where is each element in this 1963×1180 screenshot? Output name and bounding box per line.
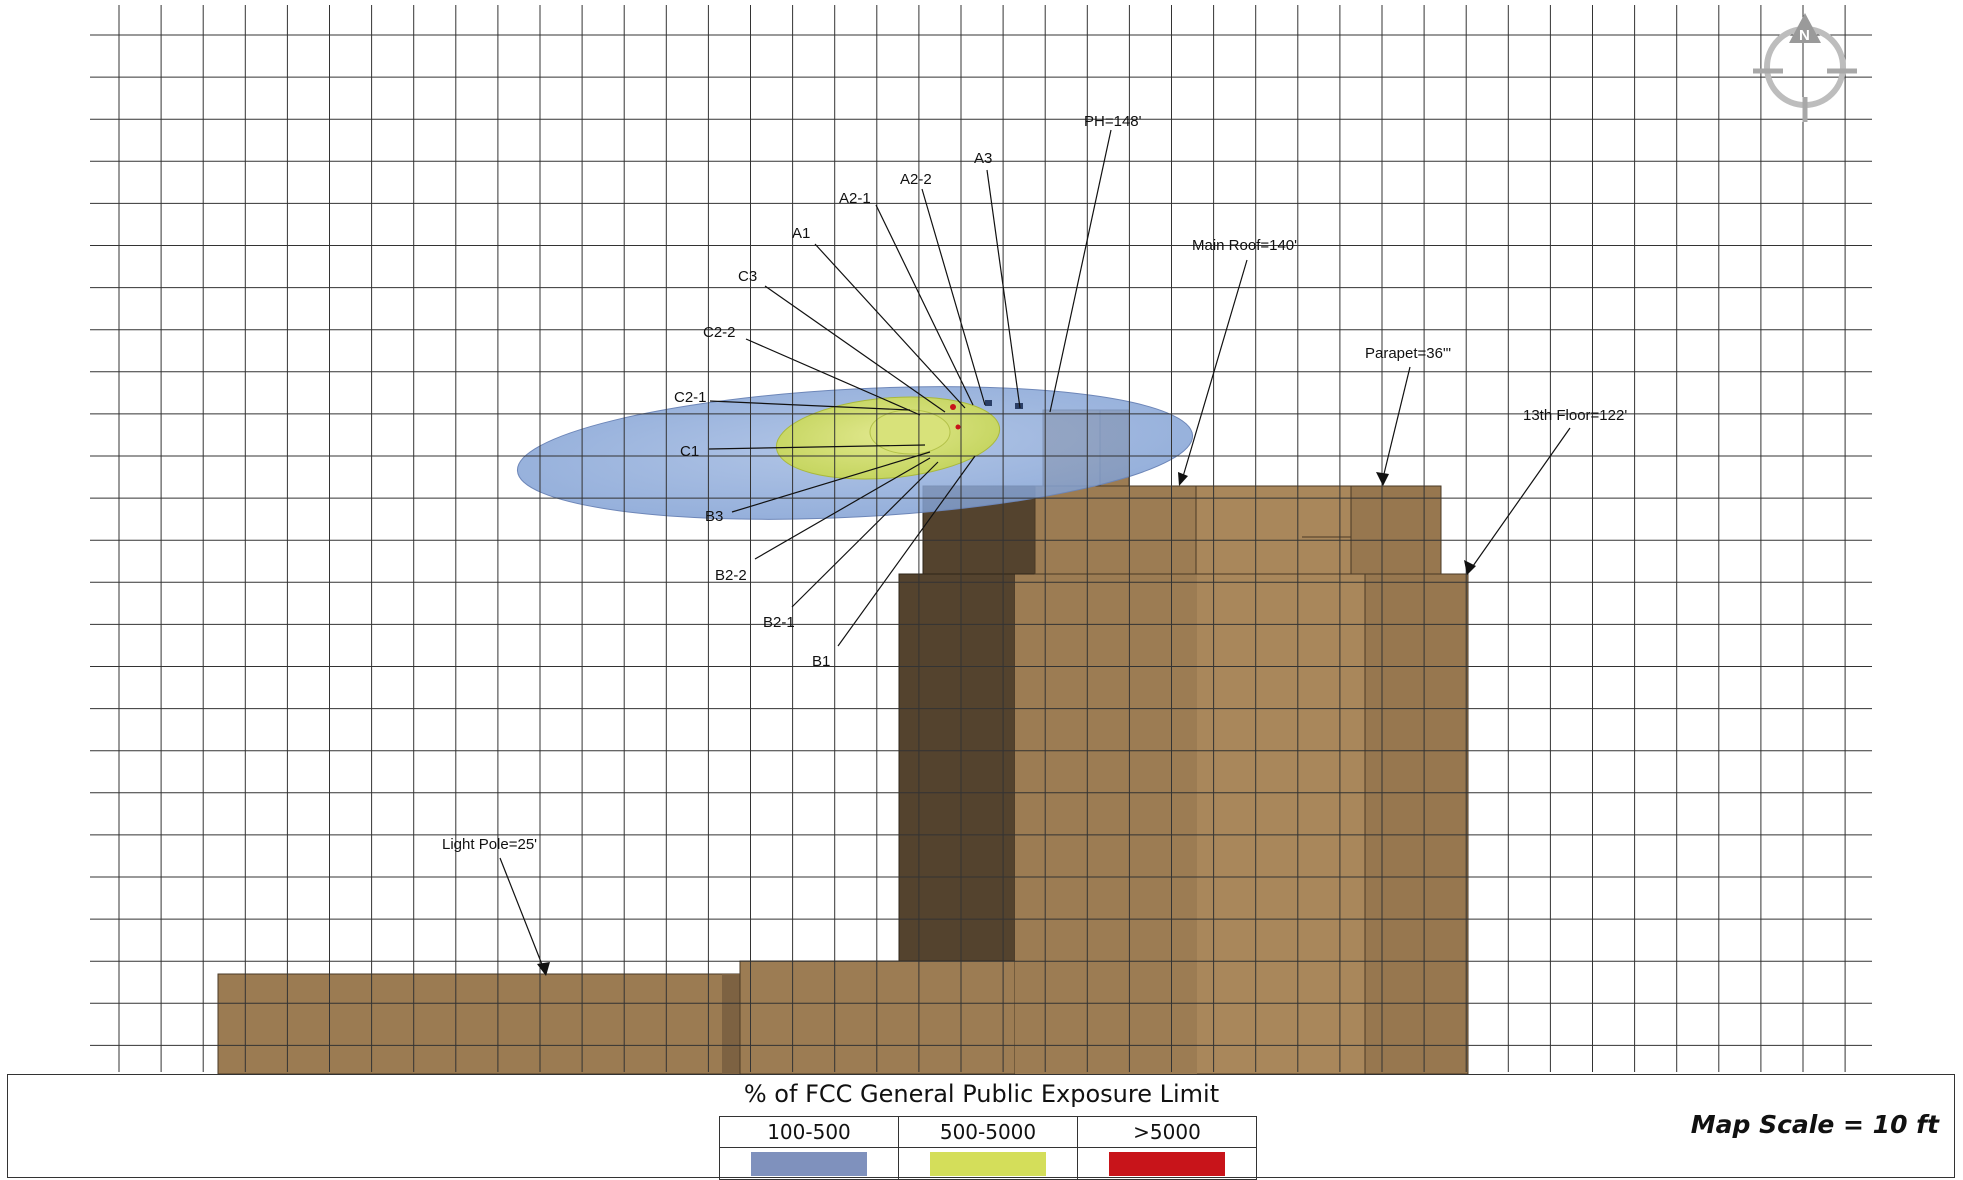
main-roof-block: [1034, 485, 1197, 575]
callout-labels: PH=148' A3 A2-2 A2-1 A1 C3 C2-2 C2-1 C1 …: [442, 113, 1627, 853]
legend-swatch-red: [1109, 1152, 1225, 1177]
main-roof-light-block: [1195, 485, 1352, 575]
low-building-left: [217, 973, 741, 1074]
tower-shadow-face: [898, 573, 1016, 962]
legend-range-label: 100-500: [719, 1116, 899, 1148]
compass-letter: N: [1799, 27, 1810, 44]
label-b2-1: B2-1: [763, 614, 795, 631]
label-c2-2: C2-2: [703, 324, 736, 341]
legend-range-label: 500-5000: [898, 1116, 1078, 1148]
plume-over-5000-point: [950, 404, 956, 410]
label-light-pole: Light Pole=25': [442, 836, 537, 853]
leader-arrowheads: [537, 472, 1476, 976]
label-a2-2: A2-2: [900, 171, 932, 188]
label-main-roof: Main Roof=140': [1192, 237, 1297, 254]
legend-range-label: >5000: [1077, 1116, 1257, 1148]
rf-exposure-elevation-diagram: PH=148' A3 A2-2 A2-1 A1 C3 C2-2 C2-1 C1 …: [90, 5, 1872, 1074]
label-c1: C1: [680, 443, 699, 460]
parapet-block: [1350, 485, 1442, 575]
label-a1: A1: [792, 225, 810, 242]
legend-swatch-yellow: [930, 1152, 1046, 1177]
legend-title: % of FCC General Public Exposure Limit: [743, 1080, 1220, 1108]
label-b2-2: B2-2: [715, 567, 747, 584]
legend-swatch-blue: [751, 1152, 867, 1177]
label-13th-floor: 13th Floor=122': [1523, 407, 1627, 424]
label-b3: B3: [705, 508, 723, 525]
label-b1: B1: [812, 653, 830, 670]
label-c3: C3: [738, 268, 757, 285]
antenna-a3: [1015, 403, 1023, 409]
plume-500-5000-core: [869, 409, 951, 455]
tower-front-face-left-band: [1015, 574, 1197, 1074]
label-a3: A3: [974, 150, 992, 167]
antenna-a2: [985, 400, 992, 406]
label-parapet: Parapet=36"': [1365, 345, 1451, 362]
label-ph: PH=148': [1084, 113, 1142, 130]
map-grid: [90, 5, 1872, 1072]
map-scale: Map Scale = 10 ft: [1690, 1110, 1939, 1139]
north-arrow-icon: N: [1753, 13, 1857, 122]
legend-table: 100-500 500-5000 >5000: [719, 1116, 1257, 1180]
label-a2-1: A2-1: [839, 190, 871, 207]
exposure-plumes: [516, 386, 1194, 520]
low-building-left-joint: [722, 974, 740, 1074]
leader-lines: [499, 129, 1571, 968]
label-c2-1: C2-1: [674, 389, 707, 406]
tower-right-band: [1364, 573, 1469, 1074]
